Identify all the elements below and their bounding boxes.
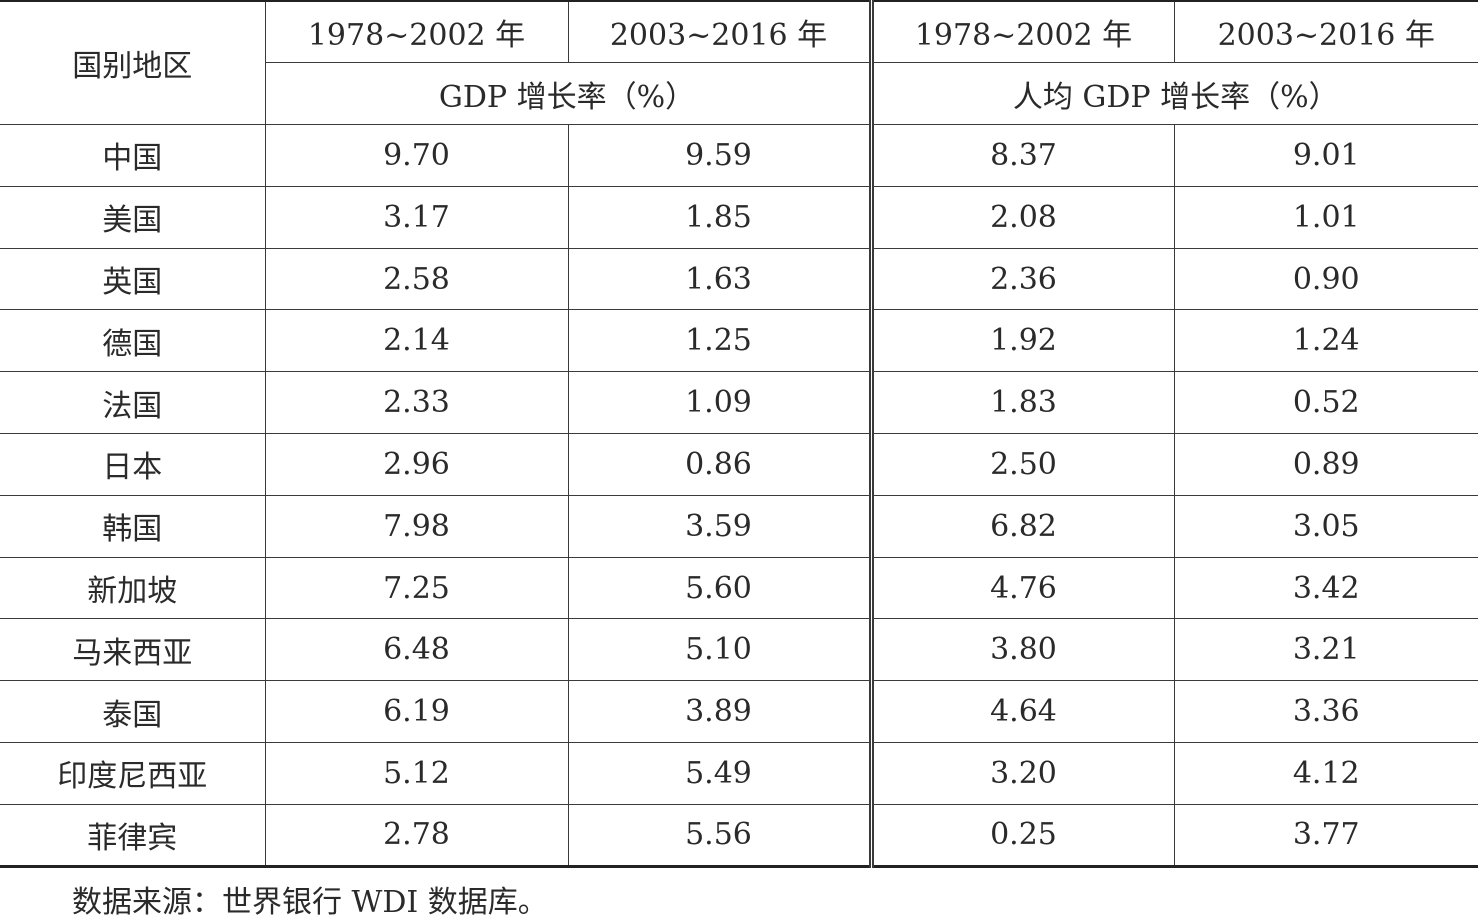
cell-gdp-period-1: 9.70 [264,124,569,187]
cell-gdp-period-2: 5.49 [567,742,874,805]
cell-region: 新加坡 [0,556,266,620]
header-per-capita-period-1: 1978~2002 年 [870,0,1175,64]
table-row: 新加坡 7.25 5.60 4.76 3.42 [0,556,1478,620]
cell-per-capita-period-2: 3.42 [1173,556,1478,620]
growth-table-container: 国别地区 1978~2002 年 2003~2016 年 1978~2002 年… [0,0,1478,868]
cell-per-capita-period-2: 3.77 [1173,803,1478,868]
cell-per-capita-period-2: 3.36 [1173,680,1478,744]
cell-gdp-period-2: 5.56 [567,803,874,868]
cell-per-capita-period-1: 1.83 [870,371,1175,435]
cell-gdp-period-2: 1.63 [567,247,874,311]
cell-gdp-period-2: 5.60 [567,556,874,620]
cell-per-capita-period-1: 1.92 [870,309,1175,373]
cell-per-capita-period-1: 0.25 [870,803,1175,868]
header-row-periods: 国别地区 1978~2002 年 2003~2016 年 1978~2002 年… [0,0,1478,126]
table-row: 泰国 6.19 3.89 4.64 3.36 [0,680,1478,744]
cell-gdp-period-1: 2.58 [264,247,569,311]
table-row: 菲律宾 2.78 5.56 0.25 3.77 [0,803,1478,868]
table-row: 英国 2.58 1.63 2.36 0.90 [0,247,1478,311]
cell-per-capita-period-2: 3.21 [1173,618,1478,682]
growth-rate-table: 国别地区 1978~2002 年 2003~2016 年 1978~2002 年… [0,0,1478,868]
cell-gdp-period-1: 5.12 [264,742,569,805]
cell-gdp-period-2: 0.86 [567,433,874,496]
cell-per-capita-period-2: 9.01 [1173,124,1478,187]
cell-per-capita-period-1: 2.50 [870,433,1175,496]
cell-gdp-period-2: 1.85 [567,185,874,249]
cell-region: 泰国 [0,680,266,744]
cell-region: 马来西亚 [0,618,266,682]
cell-gdp-period-1: 2.78 [264,803,569,868]
cell-gdp-period-2: 1.25 [567,309,874,373]
cell-region: 韩国 [0,494,266,558]
cell-per-capita-period-2: 1.01 [1173,185,1478,249]
cell-region: 印度尼西亚 [0,742,266,805]
cell-region: 日本 [0,433,266,496]
cell-per-capita-period-1: 4.76 [870,556,1175,620]
table-row: 马来西亚 6.48 5.10 3.80 3.21 [0,618,1478,682]
table-header: 国别地区 1978~2002 年 2003~2016 年 1978~2002 年… [0,0,1478,126]
header-per-capita-growth-group: 人均 GDP 增长率（%） [870,62,1478,126]
table-row: 中国 9.70 9.59 8.37 9.01 [0,124,1478,187]
cell-gdp-period-1: 2.96 [264,433,569,496]
header-region: 国别地区 [0,0,266,126]
table-row: 日本 2.96 0.86 2.50 0.89 [0,433,1478,496]
cell-gdp-period-1: 6.19 [264,680,569,744]
table-body: 中国 9.70 9.59 8.37 9.01 美国 3.17 1.85 2.08 1.01 英国 2.… [0,124,1478,868]
cell-per-capita-period-1: 8.37 [870,124,1175,187]
source-note: 数据来源：世界银行 WDI 数据库。 [72,885,548,920]
table-row: 法国 2.33 1.09 1.83 0.52 [0,371,1478,435]
cell-gdp-period-2: 5.10 [567,618,874,682]
cell-gdp-period-2: 1.09 [567,371,874,435]
cell-per-capita-period-1: 2.08 [870,185,1175,249]
cell-region: 法国 [0,371,266,435]
cell-region: 英国 [0,247,266,311]
cell-gdp-period-1: 6.48 [264,618,569,682]
cell-region: 菲律宾 [0,803,266,868]
header-gdp-period-2: 2003~2016 年 [567,0,874,64]
cell-region: 德国 [0,309,266,373]
table-row: 德国 2.14 1.25 1.92 1.24 [0,309,1478,373]
table-row: 美国 3.17 1.85 2.08 1.01 [0,185,1478,249]
cell-per-capita-period-1: 3.20 [870,742,1175,805]
cell-per-capita-period-1: 3.80 [870,618,1175,682]
cell-gdp-period-1: 7.25 [264,556,569,620]
table-row: 韩国 7.98 3.59 6.82 3.05 [0,494,1478,558]
cell-per-capita-period-2: 0.90 [1173,247,1478,311]
cell-per-capita-period-2: 0.52 [1173,371,1478,435]
cell-per-capita-period-2: 3.05 [1173,494,1478,558]
header-gdp-growth-group: GDP 增长率（%） [265,62,874,126]
cell-gdp-period-2: 3.89 [567,680,874,744]
cell-per-capita-period-2: 4.12 [1173,742,1478,805]
cell-per-capita-period-1: 6.82 [870,494,1175,558]
cell-gdp-period-1: 2.14 [264,309,569,373]
header-row-groups: GDP 增长率（%） 人均 GDP 增长率（%） [0,62,1478,126]
cell-region: 中国 [0,124,266,187]
cell-per-capita-period-1: 2.36 [870,247,1175,311]
cell-gdp-period-1: 2.33 [264,371,569,435]
cell-per-capita-period-2: 1.24 [1173,309,1478,373]
header-gdp-period-1: 1978~2002 年 [264,0,569,64]
header-per-capita-period-2: 2003~2016 年 [1173,0,1478,64]
cell-gdp-period-2: 9.59 [567,124,874,187]
cell-per-capita-period-1: 4.64 [870,680,1175,744]
cell-region: 美国 [0,185,266,249]
cell-per-capita-period-2: 0.89 [1173,433,1478,496]
cell-gdp-period-2: 3.59 [567,494,874,558]
cell-gdp-period-1: 7.98 [264,494,569,558]
cell-gdp-period-1: 3.17 [264,185,569,249]
table-row: 印度尼西亚 5.12 5.49 3.20 4.12 [0,742,1478,805]
